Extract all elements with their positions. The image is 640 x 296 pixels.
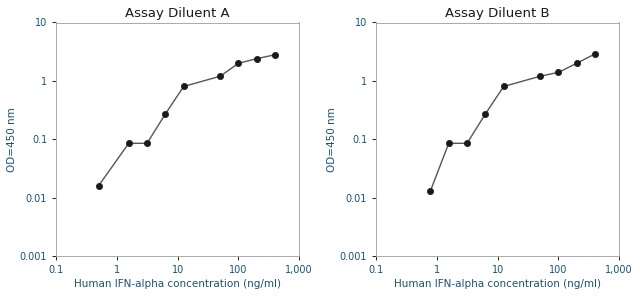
- Title: Assay Diluent B: Assay Diluent B: [445, 7, 550, 20]
- Y-axis label: OD=450 nm: OD=450 nm: [7, 107, 17, 172]
- X-axis label: Human IFN-alpha concentration (ng/ml): Human IFN-alpha concentration (ng/ml): [394, 279, 601, 289]
- Y-axis label: OD=450 nm: OD=450 nm: [327, 107, 337, 172]
- Title: Assay Diluent A: Assay Diluent A: [125, 7, 230, 20]
- X-axis label: Human IFN-alpha concentration (ng/ml): Human IFN-alpha concentration (ng/ml): [74, 279, 281, 289]
